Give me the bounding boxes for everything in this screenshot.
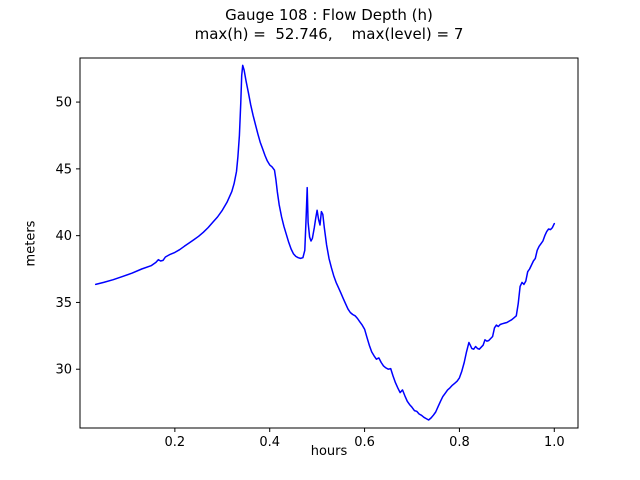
chart-title-block: Gauge 108 : Flow Depth (h) max(h) = 52.7… — [80, 6, 578, 44]
x-tick-label: 1.0 — [544, 435, 565, 450]
x-tick-label: 0.8 — [449, 435, 470, 450]
y-tick-label: 40 — [55, 229, 72, 244]
x-tick-label: 0.4 — [259, 435, 280, 450]
x-tick-label: 0.6 — [354, 435, 375, 450]
x-tick-label: 0.2 — [165, 435, 186, 450]
flow-depth-line — [94, 64, 556, 421]
chart-subtitle: max(h) = 52.746, max(level) = 7 — [194, 25, 464, 43]
y-tick-label: 30 — [55, 363, 72, 378]
y-tick-label: 45 — [55, 162, 72, 177]
y-tick-label: 35 — [55, 296, 72, 311]
chart-title: Gauge 108 : Flow Depth (h) — [225, 6, 433, 24]
y-tick-label: 50 — [55, 96, 72, 111]
x-axis-label: hours — [310, 444, 348, 459]
axes-frame — [79, 57, 579, 429]
y-axis-label: meters — [23, 220, 39, 267]
